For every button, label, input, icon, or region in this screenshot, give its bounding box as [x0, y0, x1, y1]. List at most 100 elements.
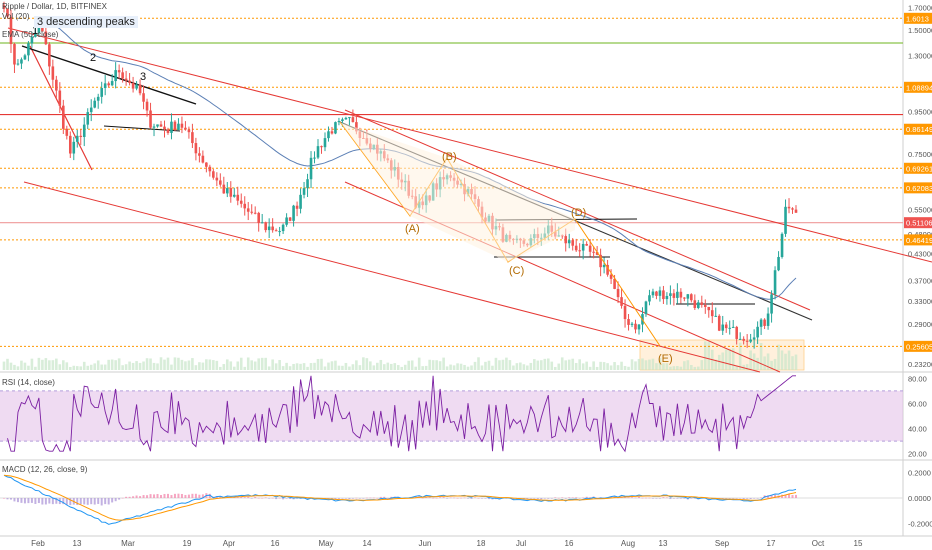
- volume-bar: [749, 350, 752, 370]
- macd-hist-bar: [247, 496, 250, 498]
- volume-bar: [250, 360, 254, 370]
- volume-bar: [672, 366, 676, 370]
- candle-body: [634, 323, 637, 330]
- price-badge: 0.86149: [904, 123, 932, 135]
- volume-bar: [41, 359, 44, 370]
- time-tick-label: Feb: [31, 539, 45, 548]
- candle-body: [177, 123, 180, 131]
- candle-body: [208, 166, 212, 172]
- candle-body: [721, 324, 725, 331]
- volume-bar: [435, 360, 438, 370]
- volume-bar: [376, 362, 379, 370]
- macd-hist-bar: [160, 495, 163, 498]
- candle-body: [292, 205, 295, 221]
- descending-peaks-annotation[interactable]: 3 descending peaks: [34, 16, 138, 28]
- volume-bar: [602, 362, 606, 370]
- candle-body: [731, 326, 735, 328]
- macd-hist-bar: [690, 498, 693, 499]
- macd-hist-bar: [187, 494, 190, 498]
- macd-hist-bar: [146, 495, 149, 498]
- volume-bar: [72, 365, 76, 370]
- candle-body: [662, 290, 665, 300]
- wave-label: (E): [658, 353, 673, 365]
- candle-body: [655, 291, 658, 296]
- time-tick-label: 17: [767, 539, 776, 548]
- volume-bar: [665, 363, 669, 370]
- time-tick-label: 13: [659, 539, 668, 548]
- rsi-pane: [0, 375, 903, 453]
- candle-body: [630, 323, 634, 325]
- macd-hist-bar: [554, 497, 557, 498]
- volume-bar: [149, 358, 152, 370]
- candle-body: [707, 306, 711, 311]
- volume-bar: [417, 357, 421, 370]
- macd-hist-bar: [781, 494, 784, 498]
- candle-body: [131, 82, 135, 89]
- time-tick-label: Apr: [223, 539, 236, 548]
- macd-hist-bar: [390, 496, 393, 498]
- volume-bar: [787, 350, 791, 370]
- candle-body: [320, 146, 323, 148]
- candle-body: [295, 205, 299, 209]
- macd-hist-bar: [282, 498, 285, 500]
- candle-body: [257, 212, 260, 223]
- macd-hist-bar: [446, 498, 449, 499]
- volume-bar: [508, 360, 512, 370]
- macd-hist-bar: [487, 498, 490, 500]
- wave-label: (B): [442, 151, 457, 163]
- candle-body: [2, 5, 6, 9]
- macd-hist-bar: [191, 493, 194, 498]
- macd-hist-bar: [467, 498, 470, 499]
- time-tick-label: 13: [73, 539, 82, 548]
- macd-hist-bar: [257, 497, 260, 499]
- volume-bar: [442, 357, 445, 370]
- candle-body: [665, 295, 669, 300]
- macd-hist-bar: [344, 498, 347, 499]
- volume-bar: [16, 366, 20, 370]
- macd-hist-bar: [37, 498, 40, 504]
- candle-body: [44, 31, 48, 45]
- volume-bar: [501, 359, 505, 370]
- macd-hist-bar: [118, 498, 121, 500]
- volume-bar: [51, 360, 55, 370]
- volume-bar: [20, 360, 23, 370]
- candle-body: [62, 105, 65, 129]
- candle-body: [756, 326, 759, 338]
- volume-bar: [393, 363, 397, 370]
- macd-hist-bar: [585, 496, 588, 498]
- volume-bar: [232, 366, 236, 370]
- time-tick-label: 19: [183, 539, 192, 548]
- volume-bar: [595, 366, 599, 370]
- macd-hist-bar: [795, 494, 797, 498]
- price-badge: 1.6013: [904, 12, 932, 24]
- candle-body: [149, 110, 152, 128]
- volume-bar: [581, 363, 585, 370]
- candle-body: [285, 217, 288, 225]
- candle-body: [780, 233, 784, 257]
- volume-bar: [396, 365, 400, 370]
- volume-bar: [724, 349, 728, 370]
- volume-bar: [386, 362, 390, 370]
- candle-body: [679, 291, 683, 298]
- candle-body: [135, 84, 138, 89]
- volume-bar: [623, 365, 627, 370]
- rsi-tick-label: 20.00: [908, 450, 927, 459]
- chart-title: Ripple / Dollar, 1D, BITFINEX: [2, 2, 107, 11]
- macd-hist-bar: [568, 497, 571, 498]
- rsi-tick-label: 80.00: [908, 374, 927, 383]
- volume-bar: [96, 360, 100, 370]
- volume-bar: [292, 363, 295, 370]
- macd-hist-bar: [3, 498, 5, 499]
- macd-hist-bar: [76, 498, 79, 506]
- macd-hist-bar: [526, 498, 529, 500]
- macd-hist-bar: [268, 498, 271, 499]
- volume-bar: [44, 358, 48, 370]
- volume-bar: [791, 356, 794, 370]
- macd-hist-bar: [236, 497, 239, 498]
- volume-bar: [62, 360, 65, 370]
- volume-bar: [219, 366, 222, 370]
- candle-body: [784, 206, 787, 234]
- candle-body: [724, 324, 728, 329]
